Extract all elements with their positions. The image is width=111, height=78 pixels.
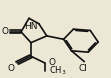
Text: CH$_3$: CH$_3$ xyxy=(49,64,66,77)
Text: O: O xyxy=(49,58,56,67)
Text: HN: HN xyxy=(24,22,38,31)
Text: Cl: Cl xyxy=(79,64,88,73)
Text: O: O xyxy=(1,27,8,36)
Text: O: O xyxy=(7,64,14,73)
